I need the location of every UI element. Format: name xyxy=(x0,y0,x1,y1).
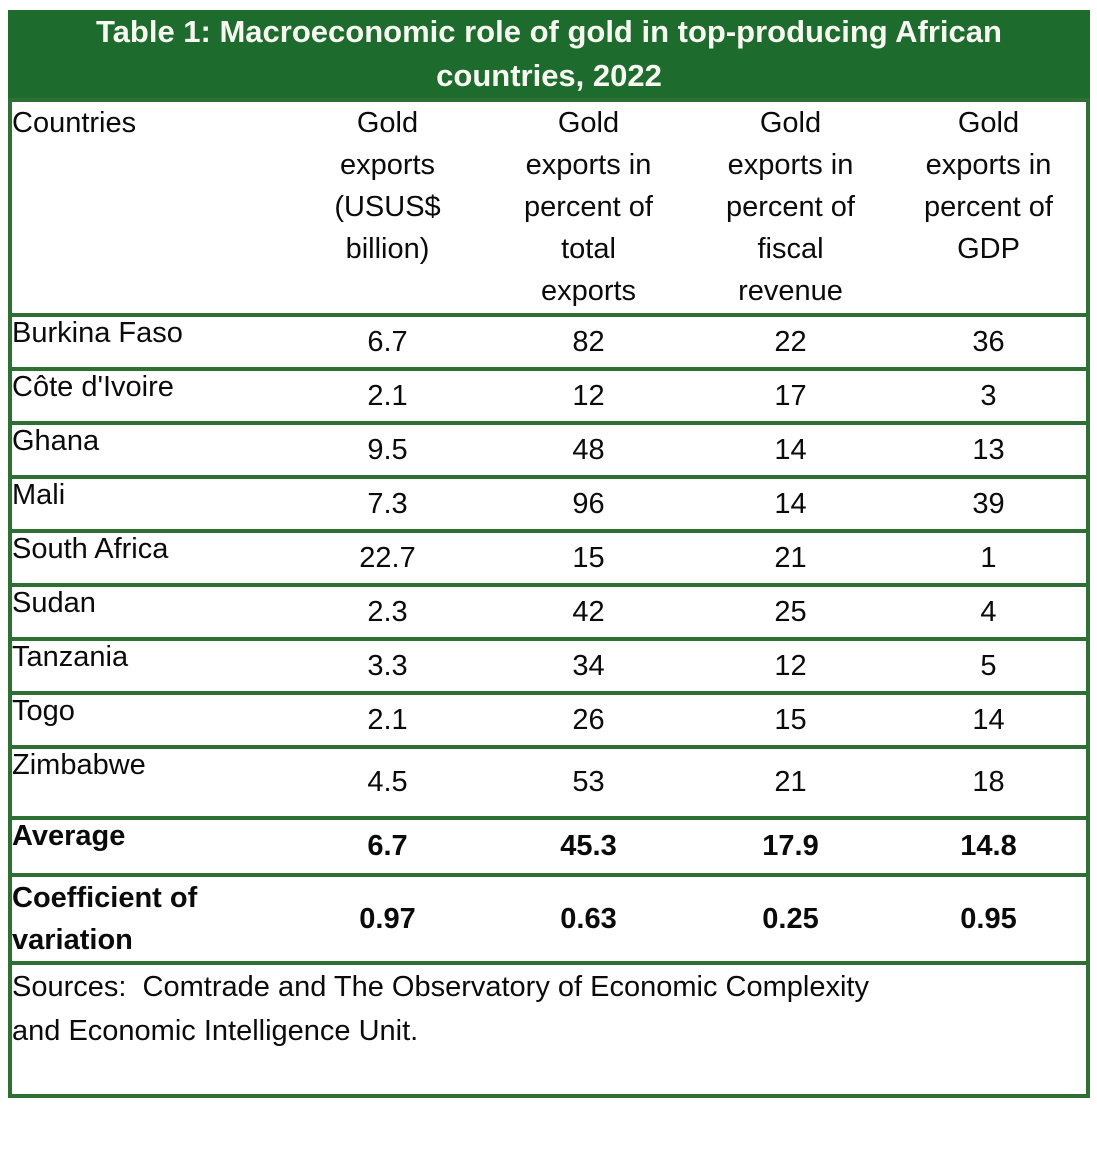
value-cell: 17 xyxy=(690,367,891,425)
value-cell: 3.3 xyxy=(288,637,487,695)
value-cell: 1 xyxy=(891,529,1088,587)
summary-value-cell: 0.25 xyxy=(690,873,891,965)
value-cell: 3 xyxy=(891,367,1088,425)
value-cell: 25 xyxy=(690,583,891,641)
value-cell: 26 xyxy=(487,691,690,749)
column-header-pct-total-exports: Gold exports in percent of total exports xyxy=(487,98,690,317)
country-cell: Sudan xyxy=(10,583,288,641)
summary-value-cell: 17.9 xyxy=(690,816,891,877)
table-row-togo: Togo 2.1 26 15 14 xyxy=(10,691,1088,749)
value-cell: 7.3 xyxy=(288,475,487,533)
value-cell: 2.1 xyxy=(288,691,487,749)
value-cell: 48 xyxy=(487,421,690,479)
country-cell: Tanzania xyxy=(10,637,288,695)
table-row-south-africa: South Africa 22.7 15 21 1 xyxy=(10,529,1088,587)
value-cell: 21 xyxy=(690,529,891,587)
value-cell: 53 xyxy=(487,745,690,820)
country-cell: South Africa xyxy=(10,529,288,587)
summary-label-cell: Average xyxy=(10,816,288,877)
column-header-pct-gdp: Gold exports in percent of GDP xyxy=(891,98,1088,317)
value-cell: 4 xyxy=(891,583,1088,641)
column-header-gold-exports-text: Gold exports (USUS$ billion) xyxy=(334,107,441,265)
column-header-pct-total-exports-text: Gold exports in percent of total exports xyxy=(524,107,653,307)
value-cell: 14 xyxy=(891,691,1088,749)
value-cell: 12 xyxy=(690,637,891,695)
value-cell: 6.7 xyxy=(288,313,487,371)
column-header-pct-gdp-text: Gold exports in percent of GDP xyxy=(924,107,1053,265)
table-figure: Table 1: Macroeconomic role of gold in t… xyxy=(8,10,1090,1098)
value-cell: 34 xyxy=(487,637,690,695)
country-cell: Mali xyxy=(10,475,288,533)
table-title-line-1: Table 1: Macroeconomic role of gold in t… xyxy=(96,14,1002,49)
gold-macro-table: Countries Gold exports (USUS$ billion) G… xyxy=(8,98,1090,1098)
value-cell: 18 xyxy=(891,745,1088,820)
table-row-burkina-faso: Burkina Faso 6.7 82 22 36 xyxy=(10,313,1088,371)
table-title-line-2: countries, 2022 xyxy=(436,58,662,93)
value-cell: 15 xyxy=(487,529,690,587)
value-cell: 5 xyxy=(891,637,1088,695)
sources-row: Sources: Comtrade and The Observatory of… xyxy=(10,961,1088,1098)
table-row-cote-divoire: Côte d'Ivoire 2.1 12 17 3 xyxy=(10,367,1088,425)
sources-line-2: and Economic Intelligence Unit. xyxy=(12,1015,419,1047)
value-cell: 42 xyxy=(487,583,690,641)
value-cell: 15 xyxy=(690,691,891,749)
country-cell: Togo xyxy=(10,691,288,749)
summary-value-cell: 0.63 xyxy=(487,873,690,965)
country-cell: Burkina Faso xyxy=(10,313,288,371)
summary-value-cell: 0.95 xyxy=(891,873,1088,965)
table-row-mali: Mali 7.3 96 14 39 xyxy=(10,475,1088,533)
summary-value-cell: 14.8 xyxy=(891,816,1088,877)
table-row-average: Average 6.7 45.3 17.9 14.8 xyxy=(10,816,1088,877)
value-cell: 14 xyxy=(690,421,891,479)
column-header-pct-fiscal-revenue: Gold exports in percent of fiscal revenu… xyxy=(690,98,891,317)
value-cell: 82 xyxy=(487,313,690,371)
value-cell: 13 xyxy=(891,421,1088,479)
table-row-sudan: Sudan 2.3 42 25 4 xyxy=(10,583,1088,641)
summary-value-cell: 45.3 xyxy=(487,816,690,877)
table-row-zimbabwe: Zimbabwe 4.5 53 21 18 xyxy=(10,745,1088,820)
value-cell: 2.1 xyxy=(288,367,487,425)
column-header-countries: Countries xyxy=(10,98,288,317)
value-cell: 14 xyxy=(690,475,891,533)
value-cell: 36 xyxy=(891,313,1088,371)
value-cell: 12 xyxy=(487,367,690,425)
value-cell: 21 xyxy=(690,745,891,820)
country-cell: Zimbabwe xyxy=(10,745,288,820)
country-cell: Ghana xyxy=(10,421,288,479)
summary-value-cell: 6.7 xyxy=(288,816,487,877)
value-cell: 2.3 xyxy=(288,583,487,641)
sources-line-1: Sources: Comtrade and The Observatory of… xyxy=(12,971,869,1003)
table-row-tanzania: Tanzania 3.3 34 12 5 xyxy=(10,637,1088,695)
value-cell: 9.5 xyxy=(288,421,487,479)
sources-note: Sources: Comtrade and The Observatory of… xyxy=(10,961,1088,1098)
table-row-ghana: Ghana 9.5 48 14 13 xyxy=(10,421,1088,479)
value-cell: 22 xyxy=(690,313,891,371)
column-header-pct-fiscal-revenue-text: Gold exports in percent of fiscal revenu… xyxy=(726,107,855,307)
table-row-coefficient-of-variation: Coefficient of variation 0.97 0.63 0.25 … xyxy=(10,873,1088,965)
value-cell: 22.7 xyxy=(288,529,487,587)
summary-label-cell: Coefficient of variation xyxy=(10,873,288,965)
value-cell: 4.5 xyxy=(288,745,487,820)
table-title: Table 1: Macroeconomic role of gold in t… xyxy=(8,10,1090,98)
column-header-gold-exports: Gold exports (USUS$ billion) xyxy=(288,98,487,317)
country-cell: Côte d'Ivoire xyxy=(10,367,288,425)
summary-value-cell: 0.97 xyxy=(288,873,487,965)
value-cell: 39 xyxy=(891,475,1088,533)
header-row: Countries Gold exports (USUS$ billion) G… xyxy=(10,98,1088,317)
coefficient-label-text: Coefficient of variation xyxy=(12,882,198,956)
value-cell: 96 xyxy=(487,475,690,533)
